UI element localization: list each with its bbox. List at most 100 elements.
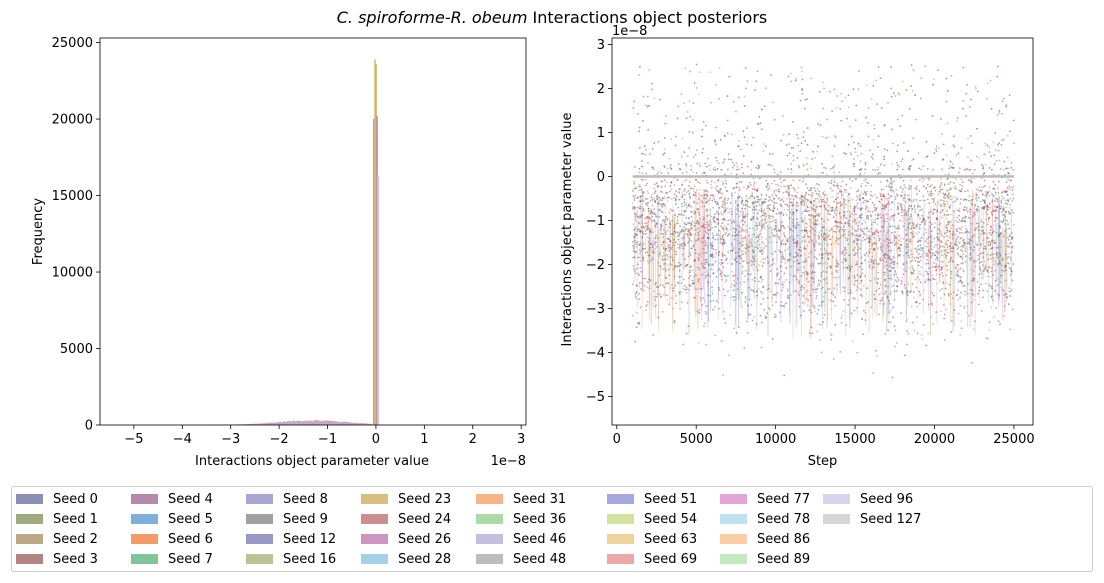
trace-point (847, 303, 850, 306)
trace-point (999, 167, 1002, 170)
trace-point (664, 220, 666, 223)
trace-point (755, 208, 757, 211)
trace-point (704, 230, 707, 233)
trace-point (669, 190, 671, 193)
trace-point (855, 190, 858, 193)
trace-point (705, 179, 708, 182)
trace-point (679, 247, 682, 250)
trace-point (675, 253, 678, 256)
trace-point (877, 214, 880, 217)
trace-point (740, 237, 743, 240)
trace-point (960, 219, 963, 222)
trace-point (855, 289, 858, 292)
trace-point (883, 239, 886, 242)
trace-point (936, 200, 939, 203)
trace-point (650, 260, 653, 263)
trace-point (1007, 262, 1010, 265)
trace-point (725, 208, 728, 211)
trace-point (913, 205, 916, 208)
trace-point (844, 199, 847, 201)
trace-point (642, 277, 645, 280)
trace-point (772, 293, 775, 296)
trace-point (652, 334, 655, 336)
trace-point (970, 256, 973, 259)
trace-point (945, 274, 948, 277)
trace-point (835, 213, 838, 216)
trace-point (840, 236, 842, 239)
trace-point (953, 182, 955, 184)
trace-point (771, 220, 773, 223)
trace-point (735, 173, 738, 176)
trace-point (894, 270, 897, 272)
trace-point (1008, 290, 1011, 293)
trace-point (775, 225, 778, 228)
trace-point (655, 223, 657, 226)
trace-point (717, 307, 720, 310)
trace-point (753, 206, 755, 208)
trace-point (694, 212, 697, 215)
trace-point (997, 192, 1000, 194)
trace-point (750, 217, 753, 220)
trace-point (722, 374, 725, 376)
trace-point (822, 107, 824, 110)
trace-point (738, 242, 741, 245)
trace-point (671, 259, 674, 262)
trace-point (901, 158, 904, 160)
trace-point (877, 232, 880, 234)
trace-point (952, 230, 955, 233)
trace-point (879, 257, 882, 260)
trace-point (634, 217, 637, 220)
trace-point (894, 279, 897, 282)
trace-point (695, 274, 698, 277)
trace-point (676, 215, 679, 218)
trace-point (886, 254, 889, 257)
trace-point (726, 190, 728, 192)
trace-point (939, 199, 942, 201)
trace-point (930, 241, 933, 243)
trace-point (939, 229, 942, 232)
trace-point (1003, 214, 1006, 217)
trace-point (823, 166, 825, 169)
trace-point (925, 187, 927, 190)
hist-bar (356, 423, 359, 425)
trace-point (806, 244, 809, 247)
trace-point (664, 262, 667, 265)
trace-point (647, 201, 650, 204)
hist-bar (364, 423, 367, 425)
trace-point (889, 291, 892, 294)
trace-point (894, 231, 896, 233)
trace-point (643, 284, 646, 287)
trace-point (878, 287, 880, 290)
trace-point (685, 223, 688, 226)
trace-point (790, 294, 792, 296)
trace-point (748, 261, 751, 264)
trace-point (807, 173, 810, 176)
trace-point (983, 260, 986, 263)
trace-point (735, 182, 738, 185)
trace-point (752, 177, 755, 180)
trace-point (794, 289, 797, 292)
trace-point (836, 238, 839, 241)
trace-point (673, 196, 675, 199)
trace-point (860, 185, 863, 188)
trace-point (841, 180, 844, 183)
trace-point (847, 224, 850, 227)
trace-point (927, 332, 930, 335)
trace-point (914, 208, 917, 211)
trace-point (654, 283, 657, 286)
trace-point (661, 191, 664, 194)
trace-point (1007, 172, 1010, 175)
trace-point (643, 145, 646, 147)
trace-point (724, 219, 727, 222)
trace-point (806, 273, 808, 276)
trace-point (885, 271, 888, 274)
trace-point (731, 270, 733, 273)
trace-point (754, 89, 756, 91)
trace-point (760, 290, 762, 293)
trace-point (947, 293, 950, 295)
trace-point (736, 196, 739, 198)
trace-point (641, 191, 644, 194)
trace-point (840, 317, 843, 319)
trace-point (894, 198, 897, 201)
trace-point (1008, 235, 1011, 238)
